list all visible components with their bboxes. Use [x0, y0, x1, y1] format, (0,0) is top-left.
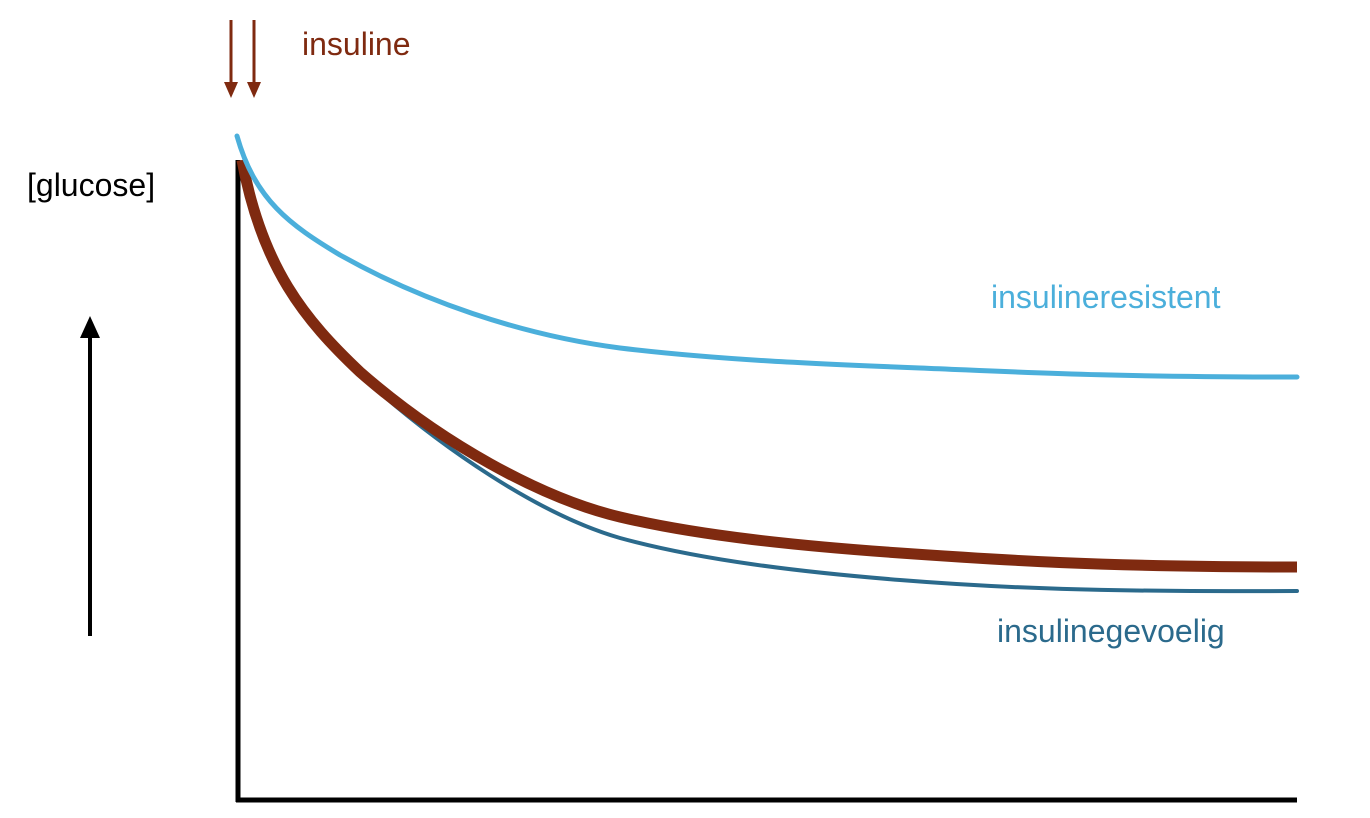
insulin-arrow-2-head: [247, 82, 261, 98]
y-axis-label: [glucose]: [27, 167, 155, 203]
sensitive-label: insulinegevoelig: [997, 613, 1225, 649]
y-axis-increase-arrow: [80, 316, 100, 636]
insulin-label: insuline: [302, 26, 411, 62]
insulin-arrow-1-head: [224, 82, 238, 98]
resistant-curve: [234, 133, 1300, 380]
insulin-arrows: [224, 20, 261, 98]
increase-arrow-head: [80, 316, 100, 338]
resistant-label: insulineresistent: [991, 279, 1221, 315]
insulin-curve: [236, 158, 1298, 573]
